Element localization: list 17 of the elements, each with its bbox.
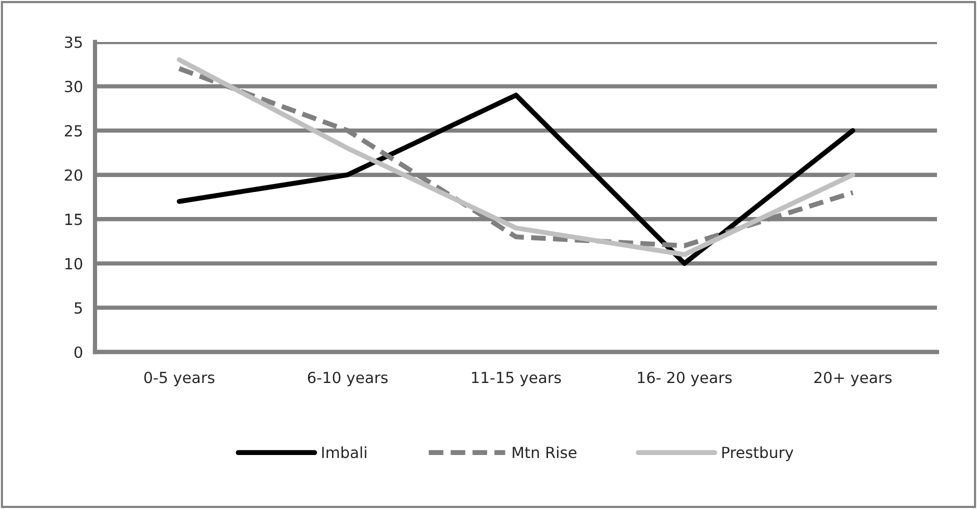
- x-tick-label: 6-10 years: [308, 372, 388, 386]
- legend-label: Prestbury: [722, 446, 794, 462]
- y-tick-label: 35: [64, 36, 82, 48]
- y-tick-label: 30: [64, 80, 82, 92]
- x-tick-label: 16- 20 years: [638, 372, 732, 386]
- y-tick-label: 20: [64, 169, 82, 181]
- legend-label: Mtn Rise: [512, 446, 576, 458]
- x-tick-label: 20+ years: [814, 372, 892, 386]
- x-tick-label: 11-15 years: [472, 372, 561, 386]
- y-tick-label: 5: [74, 302, 82, 314]
- y-tick-label: 25: [64, 125, 82, 137]
- line-series: [176, 92, 856, 266]
- x-tick-label: 0-5 years: [144, 372, 214, 386]
- y-tick-label: 10: [65, 258, 82, 270]
- legend-label: Imbali: [322, 446, 366, 458]
- y-tick-label: 0: [74, 346, 82, 358]
- y-tick-label: 15: [65, 214, 82, 226]
